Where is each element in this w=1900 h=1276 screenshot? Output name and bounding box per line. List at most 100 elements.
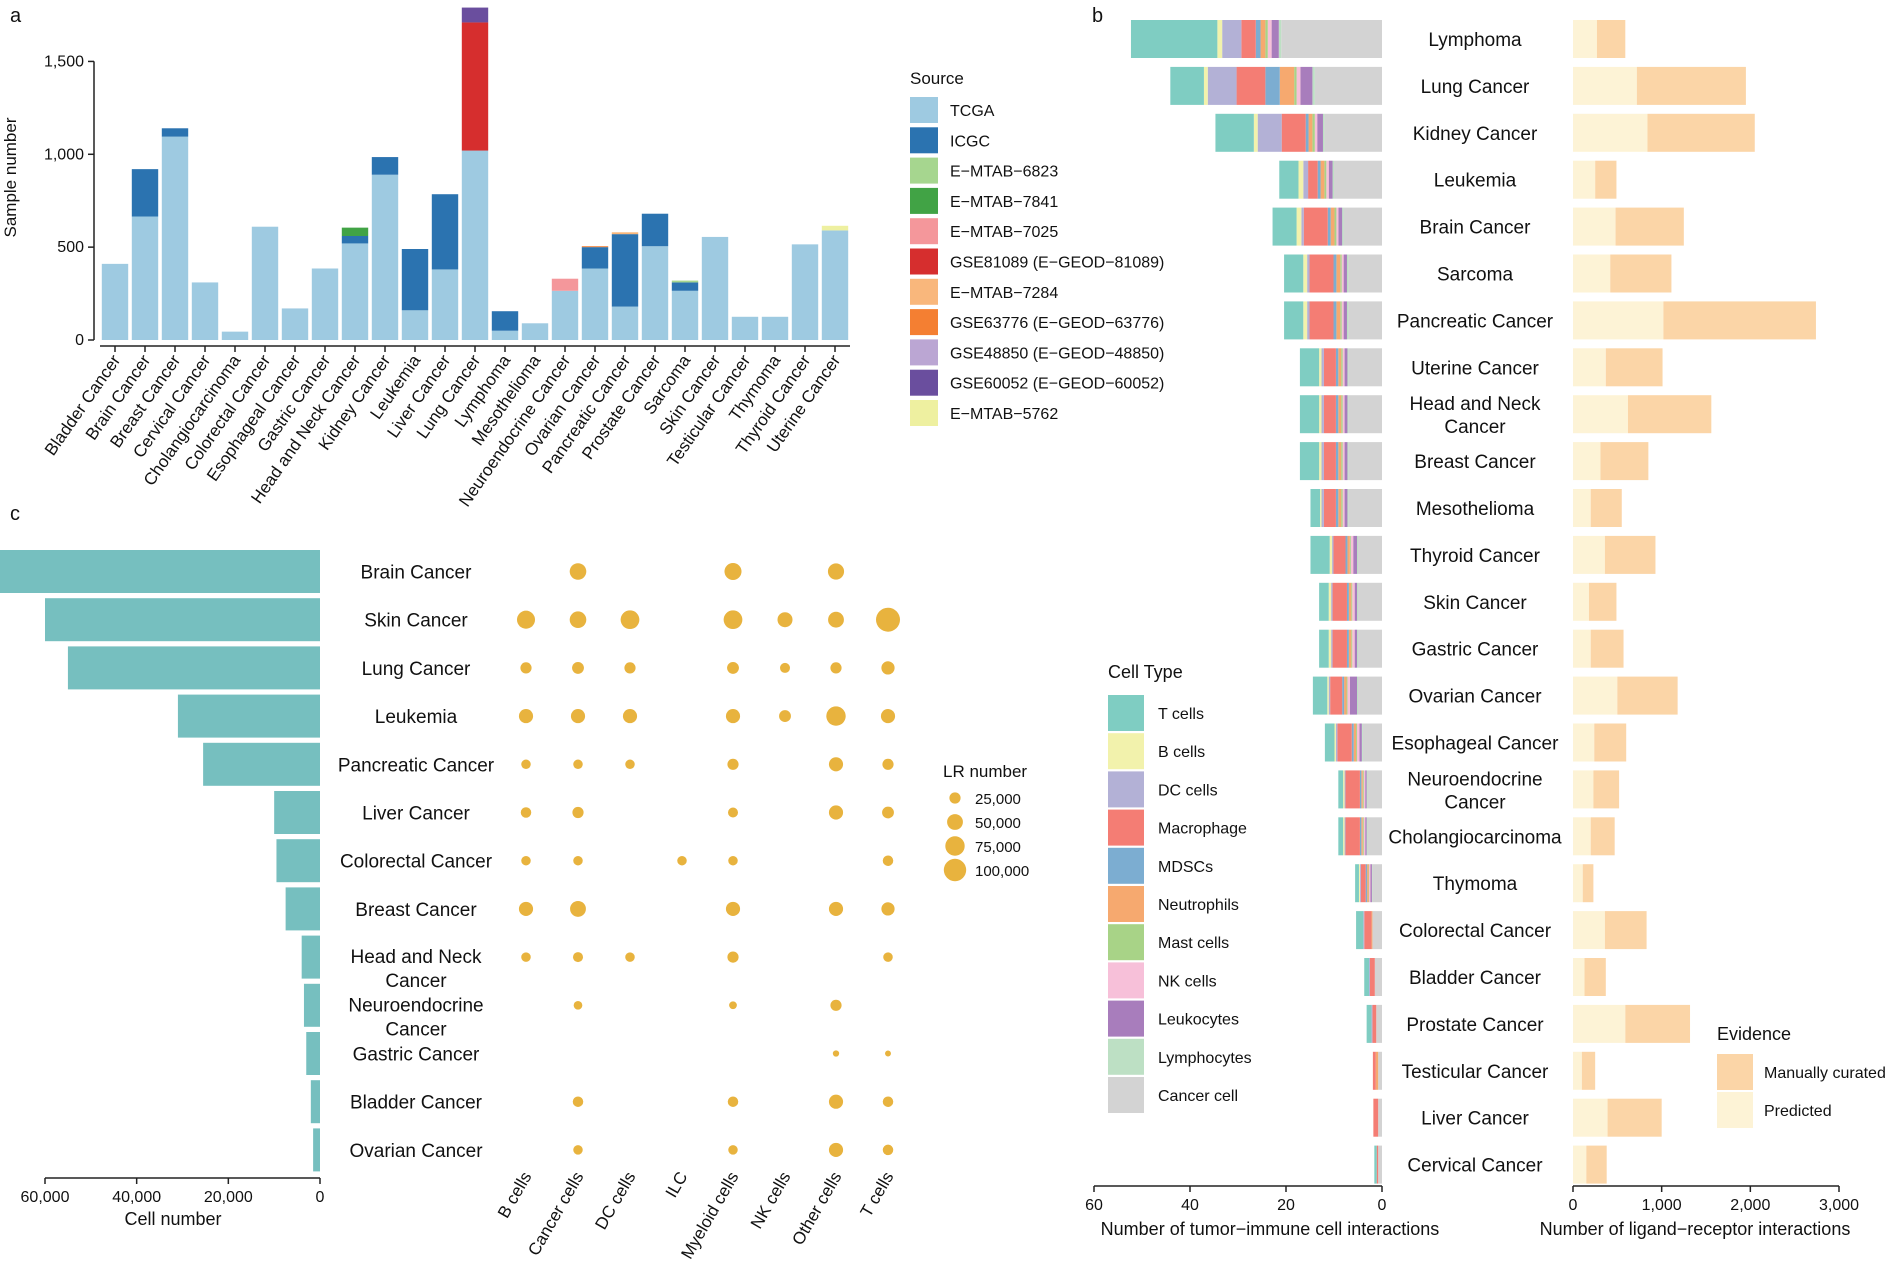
b-interaction-segment xyxy=(1341,442,1343,481)
b-interaction-segment xyxy=(1299,395,1320,434)
b-category-label: Sarcoma xyxy=(1437,265,1513,286)
b-interaction-segment xyxy=(1341,489,1343,527)
b-lr-segment xyxy=(1605,348,1663,387)
b-celltype-legend-swatch xyxy=(1108,809,1144,846)
b-evidence-legend-label: Manually curated xyxy=(1764,1065,1886,1082)
c-lr-dot xyxy=(520,807,532,818)
a-bar-segment xyxy=(581,268,609,340)
a-legend-swatch xyxy=(910,400,938,426)
b-interaction-segment xyxy=(1338,207,1343,246)
b-celltype-legend-swatch xyxy=(1108,847,1144,884)
c-lr-dot xyxy=(882,1144,894,1156)
b-interaction-segment xyxy=(1328,160,1333,199)
a-y-tick-label: 0 xyxy=(75,332,84,349)
b-interaction-segment xyxy=(1327,207,1331,246)
b-interaction-segment xyxy=(1260,20,1266,58)
b-interaction-segment xyxy=(1352,582,1355,621)
a-bar-segment xyxy=(281,308,309,340)
b-lr-segment xyxy=(1573,254,1611,293)
b-interaction-segment xyxy=(1222,20,1242,58)
b-interaction-segment xyxy=(1348,348,1382,387)
b-interaction-segment xyxy=(1335,442,1339,481)
b-lr-segment xyxy=(1607,1098,1662,1137)
b-interaction-segment xyxy=(1236,66,1266,105)
b-lr-segment xyxy=(1573,864,1583,903)
panel-c-chart: Brain Cancer Skin Cancer Lung Cancer Leukem… xyxy=(0,550,1029,1262)
b-interaction-segment xyxy=(1281,20,1382,58)
a-legend-label: E−MTAB−7284 xyxy=(950,285,1058,302)
c-lr-dot xyxy=(572,1096,584,1107)
b-interaction-segment xyxy=(1341,395,1343,434)
b-interaction-segment xyxy=(1317,160,1321,199)
b-interaction-segment xyxy=(1342,489,1345,527)
b-interaction-segment xyxy=(1320,489,1322,527)
c-lr-dot xyxy=(573,1145,583,1155)
b-interaction-segment xyxy=(1340,301,1342,340)
c-row-label: Head and Neck Cancer xyxy=(351,947,482,992)
b-category-label: Brain Cancer xyxy=(1420,218,1532,239)
b-interaction-segment xyxy=(1323,348,1336,387)
b-interaction-segment xyxy=(1337,723,1352,762)
b-interaction-segment xyxy=(1342,442,1345,481)
b-interaction-x-tick-label: 60 xyxy=(1085,1197,1103,1214)
b-interaction-segment xyxy=(1344,676,1347,715)
b-celltype-legend-swatch xyxy=(1108,1038,1144,1075)
b-interaction-segment xyxy=(1344,489,1348,527)
b-interaction-segment xyxy=(1329,535,1333,574)
b-interaction-segment xyxy=(1257,113,1282,152)
b-interaction-segment xyxy=(1321,395,1324,434)
b-interaction-segment xyxy=(1348,629,1352,668)
c-lr-dot xyxy=(518,709,534,724)
b-lr-segment xyxy=(1590,489,1622,527)
c-x-tick-label: 20,000 xyxy=(204,1189,253,1206)
b-lr-segment xyxy=(1573,395,1628,434)
b-interaction-segment xyxy=(1310,535,1330,574)
b-interaction-segment xyxy=(1348,395,1382,434)
c-lr-dot xyxy=(570,900,586,917)
b-interaction-segment xyxy=(1361,723,1363,762)
b-lr-segment xyxy=(1581,1051,1596,1090)
c-column-label: Cancer cells xyxy=(524,1169,587,1260)
b-category-label: Mesothelioma xyxy=(1416,499,1535,520)
b-interaction-segment xyxy=(1352,629,1355,668)
b-interaction-segment xyxy=(1328,582,1332,621)
c-lr-dot xyxy=(882,758,894,770)
b-interaction-segment xyxy=(1354,629,1358,668)
c-lr-dot xyxy=(724,562,742,581)
b-interaction-segment xyxy=(1345,817,1360,856)
b-lr-segment xyxy=(1573,770,1594,809)
b-interaction-segment xyxy=(1321,348,1324,387)
a-legend-swatch xyxy=(910,157,938,184)
b-interaction-segment xyxy=(1358,582,1382,621)
c-cell-bar xyxy=(67,646,321,690)
c-lr-dot xyxy=(725,901,741,916)
b-celltype-legend-label: Mast cells xyxy=(1158,935,1229,952)
b-interaction-segment xyxy=(1323,395,1336,434)
a-bar-segment xyxy=(641,213,669,247)
c-column-label: T cells xyxy=(857,1169,898,1221)
b-interaction-segment xyxy=(1342,395,1345,434)
a-legend-swatch xyxy=(910,278,938,305)
b-interaction-segment xyxy=(1281,113,1306,152)
b-category-label: Lymphoma xyxy=(1428,30,1522,51)
panel-b-chart: Lymphoma Lung Cancer Kidney Cancer Leukemia… xyxy=(1085,20,1886,1239)
a-bar-segment xyxy=(311,268,339,340)
b-interaction-segment xyxy=(1346,676,1348,715)
c-column-label: B cells xyxy=(494,1169,535,1222)
b-lr-segment xyxy=(1594,723,1627,762)
b-interaction-segment xyxy=(1363,911,1365,950)
b-interaction-segment xyxy=(1346,629,1349,668)
b-celltype-legend-label: B cells xyxy=(1158,744,1205,761)
c-x-tick-label: 0 xyxy=(316,1189,325,1206)
b-lr-segment xyxy=(1627,395,1712,434)
c-lr-dot xyxy=(882,806,894,819)
b-interaction-segment xyxy=(1330,207,1335,246)
a-bar-segment xyxy=(611,234,639,307)
b-lr-segment xyxy=(1573,207,1616,246)
b-interaction-segment xyxy=(1364,958,1370,996)
b-interaction-segment xyxy=(1347,395,1349,434)
b-interaction-segment xyxy=(1341,254,1344,293)
b-lr-segment xyxy=(1590,629,1624,668)
b-interaction-segment xyxy=(1332,535,1334,574)
